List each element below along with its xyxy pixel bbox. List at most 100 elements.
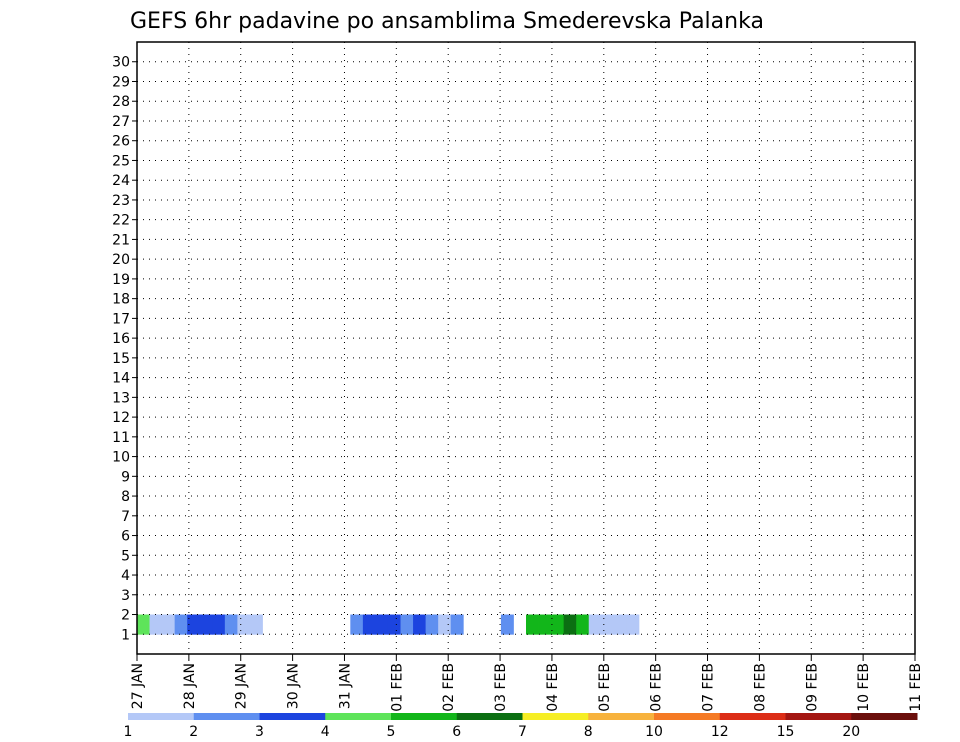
y-tick-label: 17 [112,311,130,327]
precip-cell [199,614,213,635]
colorbar-label: 5 [387,724,396,740]
colorbar-label: 2 [189,724,198,740]
x-tick-label: 11 FEB [908,663,924,712]
y-tick-label: 18 [112,292,130,308]
precip-cell [224,614,238,635]
colorbar-label: 8 [584,724,593,740]
colorbar-swatch [522,713,589,720]
colorbar-swatch [193,713,260,720]
precip-cell [187,614,201,635]
x-tick-label: 03 FEB [493,663,509,712]
chart-title: GEFS 6hr padavine po ansamblima Smederev… [130,9,764,34]
y-tick-label: 4 [121,568,130,584]
colorbar-swatch [588,713,655,720]
x-tick-label: 30 JAN [286,663,302,709]
y-tick-label: 24 [112,173,130,189]
colorbar-swatch [325,713,392,720]
y-tick-label: 22 [112,213,130,229]
y-tick-label: 9 [121,469,130,485]
colorbar-legend: 1 2 3 4 5 6 7 8 10 12 15 20 [124,713,918,740]
x-tick-label: 06 FEB [649,663,665,712]
precip-cell [387,614,401,635]
y-tick-label: 5 [121,548,130,564]
precip-cell [576,614,590,635]
y-tick-label: 21 [112,232,130,248]
y-tick-label: 15 [112,351,130,367]
y-tick-label: 16 [112,331,130,347]
y-tick-label: 20 [112,252,130,268]
precip-cell [563,614,577,635]
precip-cell [413,614,427,635]
y-tick-label: 7 [121,509,130,525]
colorbar-label: 7 [518,724,527,740]
colorbar-label: 1 [124,724,133,740]
precip-cell [626,614,640,635]
precip-cell [162,614,176,635]
y-tick-label: 28 [112,94,130,110]
colorbar-swatch [128,713,195,720]
x-tick-label: 29 JAN [234,663,250,709]
colorbar-swatch [719,713,786,720]
precip-cell [538,614,552,635]
y-tick-label: 30 [112,55,130,71]
y-tick-label: 13 [112,390,130,406]
precip-cell [350,614,364,635]
x-tick-label: 28 JAN [182,663,198,709]
y-tick-label: 12 [112,410,130,426]
precip-cell [362,614,376,635]
x-tick-label: 07 FEB [701,663,717,712]
colorbar-label: 10 [645,724,663,740]
x-tick-label: 01 FEB [389,663,405,712]
precip-cell [149,614,163,635]
precip-cell [249,614,263,635]
x-tick-label: 02 FEB [441,663,457,712]
colorbar-label: 15 [777,724,795,740]
colorbar-label: 20 [842,724,860,740]
y-axis-member-ticks: 1234567891011121314151617181920212223242… [112,55,137,643]
x-tick-label: 10 FEB [856,663,872,712]
colorbar-label: 6 [452,724,461,740]
precipitation-cells [137,614,640,635]
colorbar-swatch [654,713,721,720]
y-tick-label: 6 [121,529,130,545]
y-tick-label: 14 [112,371,130,387]
y-tick-label: 3 [121,588,130,604]
precip-cell [174,614,188,635]
colorbar-swatch [851,713,918,720]
y-tick-label: 8 [121,489,130,505]
x-tick-label: 05 FEB [597,663,613,712]
precip-cell [613,614,627,635]
precip-cell [400,614,414,635]
y-tick-label: 29 [112,74,130,90]
x-tick-label: 31 JAN [337,663,353,709]
y-tick-label: 1 [121,627,130,643]
y-tick-label: 27 [112,114,130,130]
colorbar-label: 12 [711,724,729,740]
precip-cell [425,614,439,635]
y-tick-label: 11 [112,430,130,446]
precip-cell [237,614,251,635]
precip-cell [588,614,602,635]
colorbar-label: 4 [321,724,330,740]
y-tick-label: 2 [121,608,130,624]
plot-border [136,41,916,655]
colorbar-swatch [785,713,852,720]
colorbar-swatch [259,713,326,720]
x-tick-label: 08 FEB [752,663,768,712]
precip-cell [551,614,565,635]
y-tick-label: 25 [112,153,130,169]
precip-cell [601,614,615,635]
x-tick-label: 27 JAN [130,663,146,709]
x-axis-date-ticks: 27 JAN 28 JAN 29 JAN 30 JAN 31 JAN 01 FEB 02 F… [130,654,924,712]
precip-cell [137,614,150,635]
precip-cell [212,614,226,635]
y-tick-label: 19 [112,272,130,288]
x-tick-label: 09 FEB [804,663,820,712]
y-tick-label: 10 [112,450,130,466]
precip-cell [526,614,539,635]
colorbar-swatch [391,713,458,720]
precip-cell [375,614,389,635]
precip-cell [450,614,464,635]
x-tick-label: 04 FEB [545,663,561,712]
